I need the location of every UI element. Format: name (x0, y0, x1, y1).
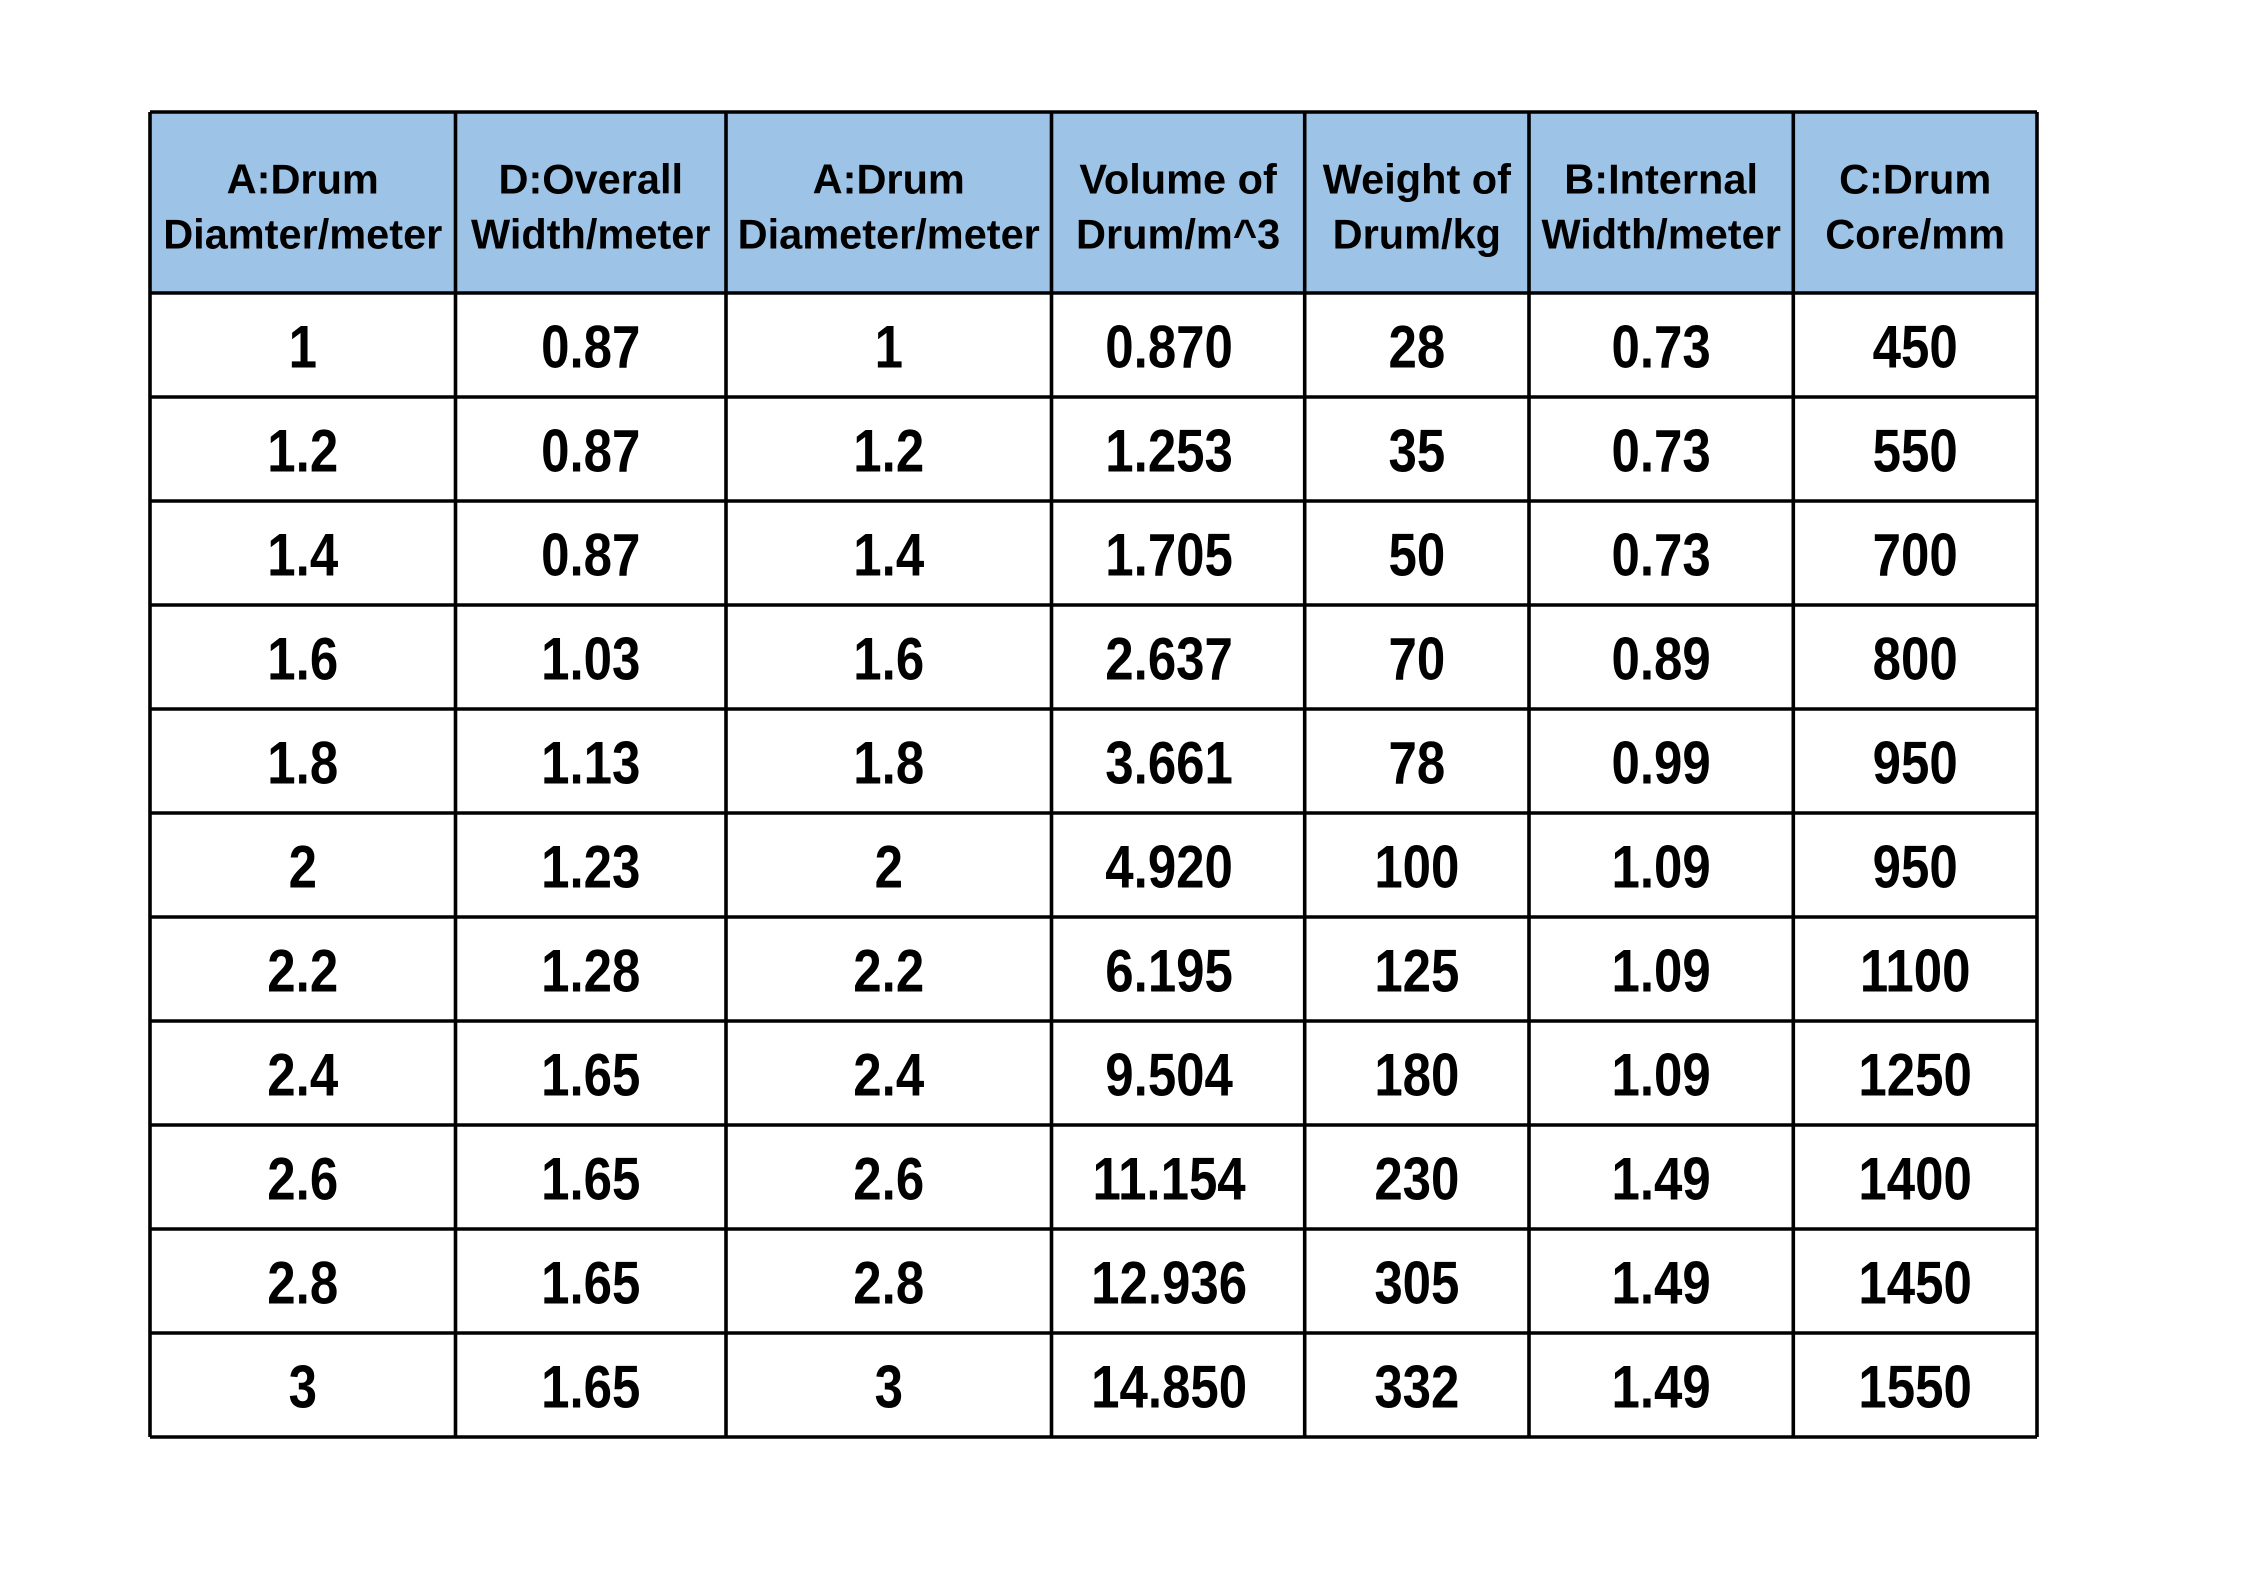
svg-text:1.65: 1.65 (541, 1146, 640, 1213)
svg-text:1.2: 1.2 (853, 418, 924, 485)
svg-text:1.705: 1.705 (1105, 522, 1233, 589)
svg-text:Drum/m^3: Drum/m^3 (1076, 211, 1280, 258)
svg-text:950: 950 (1873, 730, 1958, 797)
svg-text:2: 2 (875, 834, 903, 901)
svg-text:2.4: 2.4 (853, 1042, 924, 1109)
svg-text:2.4: 2.4 (267, 1042, 338, 1109)
svg-text:1.23: 1.23 (541, 834, 640, 901)
svg-text:6.195: 6.195 (1105, 938, 1233, 1005)
svg-text:3: 3 (875, 1354, 903, 1421)
svg-text:1.49: 1.49 (1612, 1250, 1711, 1317)
svg-text:700: 700 (1873, 522, 1958, 589)
svg-text:A:Drum: A:Drum (813, 156, 965, 203)
svg-text:14.850: 14.850 (1091, 1354, 1247, 1421)
svg-text:9.504: 9.504 (1105, 1042, 1233, 1109)
svg-text:Drum/kg: Drum/kg (1333, 211, 1501, 258)
svg-text:1.09: 1.09 (1612, 834, 1711, 901)
svg-text:180: 180 (1374, 1042, 1459, 1109)
svg-text:Core/mm: Core/mm (1825, 211, 2005, 258)
svg-text:A:Drum: A:Drum (227, 156, 379, 203)
svg-text:950: 950 (1873, 834, 1958, 901)
svg-text:1.8: 1.8 (267, 730, 338, 797)
svg-text:C:Drum: C:Drum (1839, 156, 1991, 203)
svg-text:1.4: 1.4 (267, 522, 338, 589)
svg-text:1.09: 1.09 (1612, 1042, 1711, 1109)
svg-text:0.87: 0.87 (541, 314, 640, 381)
svg-text:1.49: 1.49 (1612, 1354, 1711, 1421)
svg-text:2.637: 2.637 (1105, 626, 1233, 693)
svg-text:Weight of: Weight of (1323, 156, 1511, 203)
svg-text:1.65: 1.65 (541, 1250, 640, 1317)
svg-text:1.6: 1.6 (853, 626, 924, 693)
svg-text:2.8: 2.8 (853, 1250, 924, 1317)
svg-text:0.73: 0.73 (1612, 522, 1711, 589)
svg-text:3.661: 3.661 (1105, 730, 1233, 797)
svg-text:1.49: 1.49 (1612, 1146, 1711, 1213)
svg-text:2: 2 (289, 834, 317, 901)
svg-text:2.6: 2.6 (267, 1146, 338, 1213)
svg-text:1400: 1400 (1858, 1146, 1971, 1213)
svg-text:3: 3 (289, 1354, 317, 1421)
svg-text:1.28: 1.28 (541, 938, 640, 1005)
svg-text:1.65: 1.65 (541, 1042, 640, 1109)
svg-text:2.2: 2.2 (267, 938, 338, 1005)
svg-text:0.73: 0.73 (1612, 418, 1711, 485)
svg-text:1.8: 1.8 (853, 730, 924, 797)
svg-text:12.936: 12.936 (1091, 1250, 1247, 1317)
svg-text:78: 78 (1388, 730, 1445, 797)
svg-text:0.87: 0.87 (541, 418, 640, 485)
svg-text:305: 305 (1374, 1250, 1459, 1317)
svg-text:1.6: 1.6 (267, 626, 338, 693)
svg-text:0.89: 0.89 (1612, 626, 1711, 693)
svg-text:1.13: 1.13 (541, 730, 640, 797)
svg-text:2.8: 2.8 (267, 1250, 338, 1317)
svg-text:2.6: 2.6 (853, 1146, 924, 1213)
svg-text:1: 1 (875, 314, 903, 381)
svg-text:Width/meter: Width/meter (1541, 211, 1780, 258)
svg-text:230: 230 (1374, 1146, 1459, 1213)
svg-text:1250: 1250 (1858, 1042, 1971, 1109)
svg-text:0.73: 0.73 (1612, 314, 1711, 381)
svg-text:1.2: 1.2 (267, 418, 338, 485)
svg-text:B:Internal: B:Internal (1564, 156, 1758, 203)
svg-text:1.4: 1.4 (853, 522, 924, 589)
svg-text:70: 70 (1388, 626, 1445, 693)
svg-text:4.920: 4.920 (1105, 834, 1233, 901)
svg-text:1.09: 1.09 (1612, 938, 1711, 1005)
svg-text:Diamter/meter: Diamter/meter (163, 211, 442, 258)
svg-text:Diameter/meter: Diameter/meter (738, 211, 1040, 258)
svg-text:2.2: 2.2 (853, 938, 924, 1005)
svg-text:Volume of: Volume of (1079, 156, 1277, 203)
svg-text:0.870: 0.870 (1105, 314, 1233, 381)
svg-text:1.253: 1.253 (1105, 418, 1233, 485)
svg-text:1550: 1550 (1858, 1354, 1971, 1421)
svg-text:1450: 1450 (1858, 1250, 1971, 1317)
svg-text:1: 1 (289, 314, 317, 381)
svg-text:550: 550 (1873, 418, 1958, 485)
svg-text:450: 450 (1873, 314, 1958, 381)
svg-text:0.99: 0.99 (1612, 730, 1711, 797)
svg-text:Width/meter: Width/meter (471, 211, 710, 258)
svg-text:50: 50 (1388, 522, 1445, 589)
svg-text:35: 35 (1388, 418, 1445, 485)
svg-text:125: 125 (1374, 938, 1459, 1005)
svg-text:28: 28 (1388, 314, 1445, 381)
svg-text:11.154: 11.154 (1093, 1146, 1246, 1213)
svg-text:332: 332 (1374, 1354, 1459, 1421)
svg-text:0.87: 0.87 (541, 522, 640, 589)
svg-text:1100: 1100 (1860, 938, 1971, 1005)
svg-text:1.03: 1.03 (541, 626, 640, 693)
svg-text:D:Overall: D:Overall (498, 156, 683, 203)
svg-text:800: 800 (1873, 626, 1958, 693)
svg-text:1.65: 1.65 (541, 1354, 640, 1421)
svg-text:100: 100 (1374, 834, 1459, 901)
